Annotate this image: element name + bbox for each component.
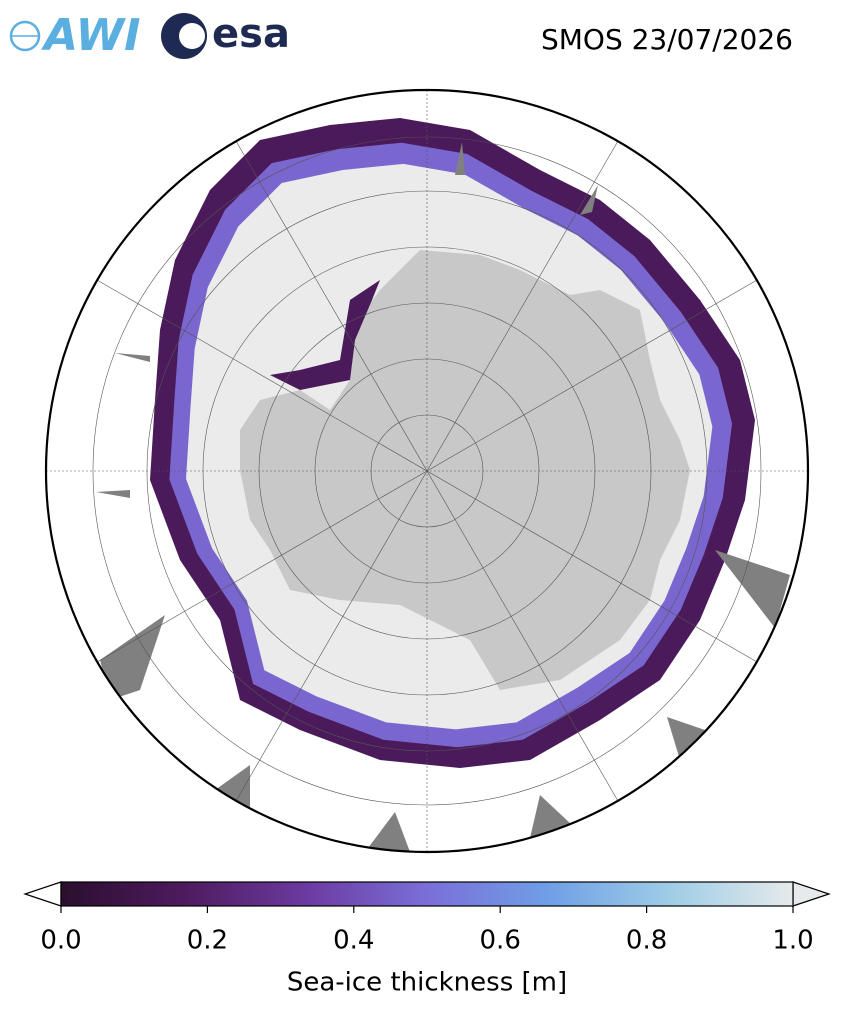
esa-logo: esa xyxy=(161,11,290,59)
colorbar-tick-label: 0.4 xyxy=(333,926,374,956)
logo-text: AWI xyxy=(41,10,141,61)
map-title: SMOS 23/07/2026 xyxy=(541,23,793,56)
colorbar-tick-label: 0.0 xyxy=(40,926,81,956)
map xyxy=(46,90,808,852)
colorbar-tick-label: 0.8 xyxy=(626,926,667,956)
colorbar-label: Sea-ice thickness [m] xyxy=(287,968,567,998)
colorbar-tick-label: 0.2 xyxy=(187,926,228,956)
no-data xyxy=(96,142,790,852)
colorbar-extend-high xyxy=(792,881,831,907)
awi-logo: AWI xyxy=(9,10,141,61)
colorbar: 0.0 0.2 0.4 0.6 0.8 1.0 xyxy=(23,881,831,956)
colorbar-tick-label: 1.0 xyxy=(772,926,813,956)
map-frame xyxy=(44,88,810,854)
peninsula-ice xyxy=(270,280,380,390)
colorbar-extend-low xyxy=(23,881,62,907)
graticule xyxy=(46,90,808,852)
colorbar-tick-label: 0.6 xyxy=(480,926,521,956)
colorbar-ramp xyxy=(60,881,794,907)
logo-text: esa xyxy=(212,11,290,57)
